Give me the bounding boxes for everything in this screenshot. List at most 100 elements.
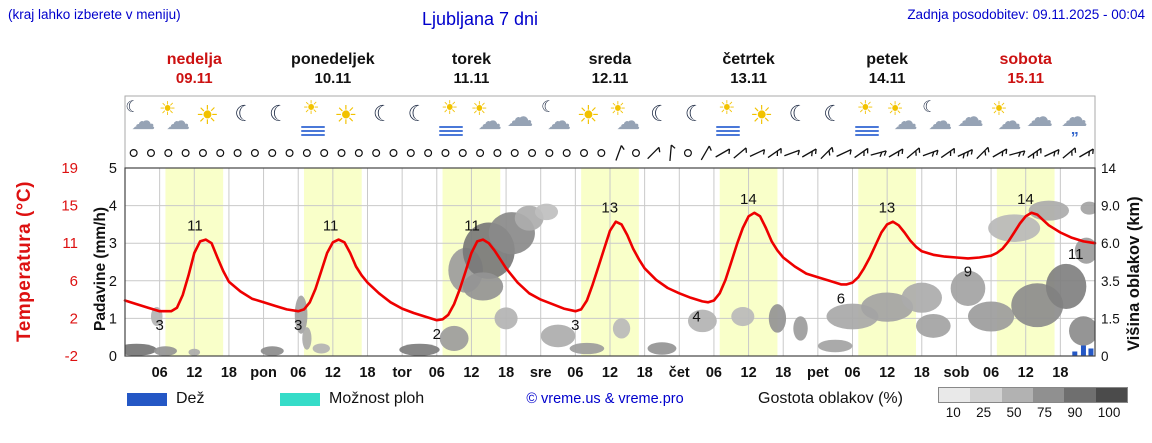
- day-date: 12.11: [591, 70, 629, 87]
- cloud-density-label: Gostota oblakov (%): [758, 390, 903, 407]
- svg-text:4: 4: [692, 308, 700, 325]
- svg-text:12: 12: [879, 365, 895, 381]
- day-date: 09.11: [175, 70, 213, 87]
- day-date: 14.11: [868, 70, 906, 87]
- svg-text:06: 06: [706, 365, 722, 381]
- temperature-axis-title: Temperatura (°C): [14, 181, 35, 342]
- svg-text:18: 18: [221, 365, 237, 381]
- svg-text:0: 0: [1101, 349, 1109, 364]
- svg-text:sre: sre: [530, 365, 552, 381]
- rain-legend-swatch: [127, 393, 167, 406]
- rain-legend-label: Dež: [176, 390, 205, 407]
- weather-icon-fog-sun: ☀: [850, 99, 884, 137]
- svg-text:19: 19: [61, 160, 78, 177]
- weather-icon-cloud: ☁: [506, 102, 534, 132]
- svg-text:pon: pon: [250, 365, 277, 381]
- svg-text:0: 0: [109, 349, 117, 365]
- svg-text:3: 3: [155, 317, 163, 334]
- svg-text:18: 18: [914, 365, 930, 381]
- svg-text:14: 14: [740, 191, 757, 208]
- svg-text:11: 11: [187, 218, 203, 235]
- cloud-density-scale: 10 25 50 75 90 100: [938, 387, 1128, 420]
- weather-icon-sun-cloud: ☀ ☁: [609, 99, 641, 135]
- rain-bars: [1072, 345, 1094, 356]
- weather-icon-moon: ☾: [269, 101, 289, 126]
- svg-text:11: 11: [1068, 246, 1084, 263]
- svg-text:1.5: 1.5: [1101, 311, 1120, 326]
- day-name: torek: [451, 51, 491, 68]
- weather-icon-cloud: ☁: [956, 102, 984, 132]
- svg-text:14: 14: [1017, 191, 1034, 208]
- svg-text:12: 12: [602, 365, 618, 381]
- precip-tick-labels: 5 4 3 2 1 0: [109, 161, 117, 365]
- svg-text:06: 06: [567, 365, 583, 381]
- svg-text:11: 11: [323, 218, 339, 235]
- svg-text:12: 12: [325, 365, 341, 381]
- day-date: 10.11: [314, 70, 352, 87]
- svg-text:9: 9: [964, 264, 972, 281]
- day-header-sreda: sreda 12.11: [541, 50, 680, 89]
- svg-text:18: 18: [359, 365, 375, 381]
- cloud-height-axis-title: Višina oblakov (km): [1125, 196, 1143, 351]
- svg-text:18: 18: [775, 365, 791, 381]
- density-scale-labels: 10 25 50 75 90 100: [945, 405, 1121, 420]
- weather-icon-sun: ☀: [334, 100, 358, 130]
- day-name: nedelja: [166, 51, 222, 68]
- weather-icon-moon: ☾: [372, 101, 393, 126]
- svg-text:3: 3: [294, 317, 302, 334]
- svg-text:6.0: 6.0: [1101, 236, 1120, 251]
- svg-text:18: 18: [637, 365, 653, 381]
- svg-text:06: 06: [429, 365, 445, 381]
- plot-frame: [124, 167, 1096, 357]
- svg-text:1: 1: [109, 311, 117, 327]
- day-header-petek: petek 14.11: [818, 50, 957, 89]
- svg-text:6: 6: [70, 273, 78, 290]
- menu-hint: (kraj lahko izberete v meniju): [8, 7, 181, 22]
- svg-text:-2: -2: [65, 348, 78, 365]
- weather-icon-moon-cloud: ☾ ☁: [125, 99, 156, 135]
- svg-text:06: 06: [844, 365, 860, 381]
- day-header-sobota: sobota 15.11: [956, 50, 1095, 89]
- weather-icon-sun-cloud: ☀ ☁: [159, 99, 191, 135]
- svg-text:13: 13: [601, 200, 618, 217]
- svg-text:sob: sob: [944, 365, 970, 381]
- day-header-nedelja: nedelja 09.11: [125, 50, 264, 89]
- day-header-ponedeljek: ponedeljek 10.11: [264, 50, 403, 89]
- copyright-link[interactable]: © vreme.us & vreme.pro: [526, 391, 684, 407]
- day-name: sobota: [999, 51, 1052, 68]
- svg-text:12: 12: [741, 365, 757, 381]
- svg-text:13: 13: [879, 200, 896, 217]
- svg-text:3: 3: [109, 236, 117, 252]
- day-date: 15.11: [1007, 70, 1045, 87]
- day-date: 13.11: [730, 70, 767, 87]
- weather-icon-moon: ☾: [684, 101, 705, 126]
- temperature-curve: [123, 211, 1097, 322]
- svg-text:12: 12: [186, 365, 202, 381]
- svg-text:9.0: 9.0: [1101, 199, 1120, 214]
- svg-text:3: 3: [571, 317, 579, 334]
- weather-icon-moon: ☾: [407, 101, 428, 126]
- svg-text:14: 14: [1101, 161, 1117, 176]
- svg-text:3.5: 3.5: [1101, 274, 1120, 289]
- svg-text:12: 12: [1018, 365, 1034, 381]
- weather-icon-fog-sun: ☀: [296, 99, 330, 137]
- weather-icon-moon: ☾: [823, 101, 844, 126]
- weather-icon-moon-cloud: ☾ ☁: [541, 99, 572, 135]
- weather-icon-moon-cloud: ☾ ☁: [922, 99, 953, 135]
- svg-text:11: 11: [62, 235, 78, 252]
- weather-icon-cloud-drizzle: ☁ „: [1060, 102, 1088, 138]
- weather-icon-sun-cloud: ☀ ☁: [886, 99, 918, 135]
- svg-text:15: 15: [61, 198, 78, 215]
- density-gradient-bar: [938, 387, 1128, 403]
- showers-legend-swatch: [280, 393, 320, 406]
- day-header-četrtek: četrtek 13.11: [679, 50, 818, 89]
- weather-icon-sun-cloud: ☀ ☁: [990, 99, 1022, 135]
- weather-icon-moon: ☾: [234, 101, 255, 126]
- weather-icon-fog-sun: ☀: [711, 99, 745, 137]
- svg-text:12: 12: [463, 365, 479, 381]
- weather-icon-sun: ☀: [576, 100, 601, 130]
- svg-text:6: 6: [837, 290, 845, 307]
- svg-text:pet: pet: [807, 365, 829, 381]
